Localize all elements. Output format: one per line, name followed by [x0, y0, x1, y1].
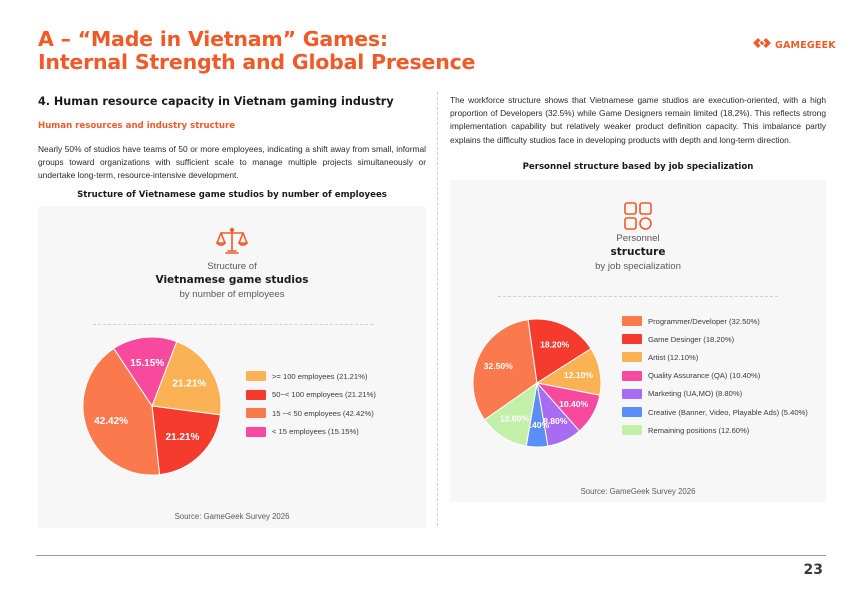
pie2-slice-6	[483, 381, 538, 447]
legend2-swatch-4	[622, 388, 642, 399]
pie1-slice-3	[113, 336, 178, 408]
section-heading: 4. Human resource capacity in Vietnam ga…	[38, 95, 394, 108]
left-panel-title: Vietnamese game studios	[155, 274, 309, 286]
page-title-line2: Internal Strength and Global Presence	[38, 50, 476, 74]
right-chart-caption: Personnel structure based by job special…	[522, 162, 754, 172]
left-panel-divider	[93, 324, 373, 325]
legend1-item-0: >= 100 employees (21.21%)	[246, 371, 367, 381]
column-divider	[437, 92, 438, 526]
legend1-swatch-2	[246, 408, 266, 418]
footer-divider	[36, 555, 826, 556]
legend2-item-6: Remaining positions (12.60%)	[622, 425, 750, 436]
legend1-label-2: 15 ~< 50 employees (42.42%)	[272, 408, 374, 418]
legend1-label-1: 50~< 100 employees (21.21%)	[272, 390, 376, 399]
legend2-label-2: Artist (12.10%)	[648, 352, 699, 362]
legend2-swatch-1	[622, 334, 642, 345]
legend2-label-0: Programmer/Developer (32.50%)	[648, 316, 760, 326]
right-panel-divider	[498, 296, 778, 297]
pie2-label-4: 8.80%	[543, 416, 568, 426]
legend1-item-3: < 15 employees (15.15%)	[246, 426, 359, 437]
legend1-item-1: 50~< 100 employees (21.21%)	[246, 389, 376, 400]
left-source-note: Source: GameGeek Survey 2026	[174, 512, 290, 521]
right-panel-line1: Personnel	[616, 233, 660, 244]
gamegeek-logo-icon	[752, 36, 772, 54]
pie2-label-6: 12.60%	[500, 414, 530, 424]
right-source-note: Source: GameGeek Survey 2026	[580, 487, 696, 496]
shapes-grid-icon	[623, 201, 653, 236]
left-paragraph: Nearly 50% of studios have teams of 50 o…	[38, 144, 426, 180]
pie2-label-3: 10.40%	[559, 399, 589, 409]
legend2-swatch-6	[622, 425, 642, 436]
legend2-swatch-0	[622, 316, 642, 326]
pie1-label-3: 15.15%	[130, 358, 164, 369]
legend2-label-6: Remaining positions (12.60%)	[648, 425, 750, 435]
page-title-line1: A – “Made in Vietnam” Games:	[38, 27, 388, 51]
right-panel-line3: by job specialization	[595, 261, 681, 272]
legend2-item-1: Game Desinger (18.20%)	[622, 334, 735, 345]
pie1-label-2: 42.42%	[94, 416, 128, 427]
pie2-label-2: 12.10%	[564, 370, 594, 380]
legend2-label-1: Game Desinger (18.20%)	[648, 334, 735, 344]
legend2-label-4: Marketing (UA,MO) (8.80%)	[648, 389, 743, 399]
legend2-swatch-2	[622, 352, 642, 363]
legend2-swatch-5	[622, 407, 642, 417]
employee-structure-pie: 21.21% 21.21% 42.42% 15.15%	[82, 336, 222, 476]
legend1-label-3: < 15 employees (15.15%)	[272, 427, 359, 436]
scales-icon	[216, 226, 248, 261]
pie1-slice-1	[151, 405, 221, 476]
legend1-swatch-3	[246, 426, 266, 437]
section-subheading: Human resources and industry structure	[38, 121, 236, 131]
pie2-label-5: 5.40%	[525, 420, 550, 430]
legend1-label-0: >= 100 employees (21.21%)	[272, 371, 368, 381]
pie1-label-1: 21.21%	[165, 432, 199, 443]
right-chart-panel: Personnel structure by job specializatio…	[450, 180, 826, 502]
left-chart-caption: Structure of Vietnamese game studios by …	[77, 190, 387, 200]
pie1-label-0: 21.21%	[172, 379, 206, 390]
legend2-item-3: Quality Assurance (QA) (10.40%)	[622, 370, 761, 381]
pie1-slice-2	[82, 347, 161, 476]
legend1-swatch-1	[246, 389, 266, 400]
pie2-slice-1	[527, 318, 592, 384]
page-number: 23	[803, 562, 823, 578]
brand-name: GAMEGEEK	[775, 39, 836, 51]
legend2-item-0: Programmer/Developer (32.50%)	[622, 316, 760, 326]
legend2-item-4: Marketing (UA,MO) (8.80%)	[622, 388, 743, 399]
left-panel-line3: by number of employees	[179, 289, 285, 300]
pie1-slice-0	[151, 340, 222, 416]
legend2-item-5: Creative (Banner, Video, Playable Ads) (…	[622, 407, 808, 417]
pie2-label-0: 32.50%	[484, 361, 514, 371]
right-panel-title: structure	[610, 246, 666, 258]
legend2-swatch-3	[622, 370, 642, 381]
left-chart-panel: Structure of Vietnamese game studios by …	[38, 206, 426, 528]
left-panel-line1: Structure of	[207, 261, 257, 272]
brand-logo: GAMEGEEK	[752, 36, 836, 54]
personnel-structure-pie: 32.50% 18.20% 12.10% 10.40% 8.80%5.40%12.60%	[472, 318, 602, 448]
legend2-label-3: Quality Assurance (QA) (10.40%)	[648, 371, 761, 381]
legend2-item-2: Artist (12.10%)	[622, 352, 699, 363]
legend2-label-5: Creative (Banner, Video, Playable Ads) (…	[648, 407, 808, 417]
legend1-swatch-0	[246, 371, 266, 381]
pie2-label-1: 18.20%	[540, 340, 570, 350]
right-paragraph: The workforce structure shows that Vietn…	[450, 95, 826, 145]
page-title: A – “Made in Vietnam” Games: Internal St…	[38, 28, 498, 74]
pie2-slice-0	[472, 319, 538, 421]
legend1-item-2: 15 ~< 50 employees (42.42%)	[246, 408, 374, 418]
